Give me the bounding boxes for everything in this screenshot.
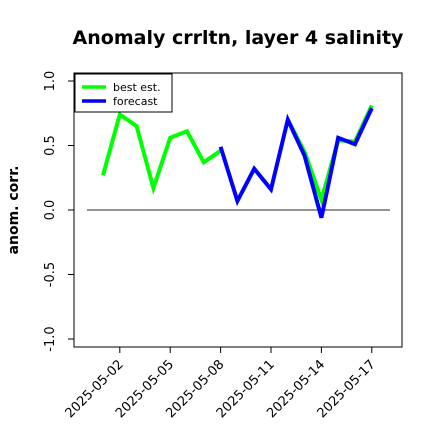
y-tick-label: -0.5 xyxy=(43,262,58,287)
y-tick-label: 0.0 xyxy=(43,200,58,221)
y-tick-label: -1.0 xyxy=(43,326,58,351)
y-tick-label: 0.5 xyxy=(43,135,58,156)
y-axis: -1.0 -0.5 0.0 0.5 1.0 xyxy=(43,71,74,352)
legend-label-forecast: forecast xyxy=(113,95,158,108)
y-axis-label: anom. corr. xyxy=(6,166,22,255)
x-axis: 2025-05-022025-05-052025-05-082025-05-11… xyxy=(63,347,379,421)
legend-box xyxy=(74,73,173,113)
series-line-best-est xyxy=(101,104,374,207)
y-tick-label: 1.0 xyxy=(43,71,58,92)
series-line-forecast xyxy=(218,107,374,219)
chart-title: Anomaly crrltn, layer 4 salinity xyxy=(73,27,404,49)
series-layer xyxy=(101,104,374,219)
legend-label-best-est: best est. xyxy=(113,81,161,94)
legend: best est. forecast xyxy=(74,73,173,113)
